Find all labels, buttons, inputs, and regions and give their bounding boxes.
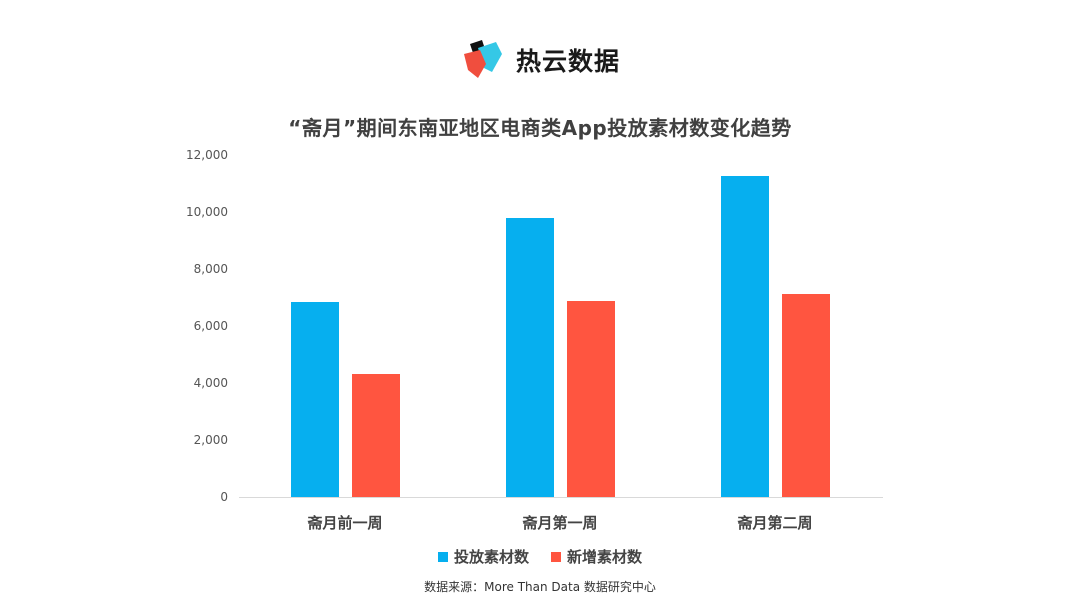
- legend-swatch-blue: [437, 551, 448, 562]
- y-tick-label: 0: [220, 490, 228, 504]
- legend-swatch-red: [551, 551, 561, 562]
- y-tick-label: 6,000: [193, 319, 228, 333]
- bar-series1: [505, 217, 554, 497]
- bar-series1: [720, 176, 769, 497]
- x-category-label: 斋月前一周: [307, 514, 383, 532]
- brand-name: 热云数据: [516, 47, 621, 76]
- reyun-cube-logo-icon: [464, 40, 502, 78]
- y-tick-label: 2,000: [193, 433, 228, 447]
- bar-series2: [566, 300, 615, 497]
- legend-label: 投放素材数: [453, 548, 529, 566]
- y-tick-label: 4,000: [193, 376, 228, 390]
- data-source-note: 数据来源：More Than Data 数据研究中心: [424, 580, 656, 594]
- y-tick-label: 8,000: [193, 262, 228, 276]
- bar-series2: [351, 373, 400, 497]
- y-tick-label: 12,000: [186, 148, 228, 162]
- brand-logo: 热云数据: [458, 38, 620, 82]
- y-tick-label: 10,000: [186, 205, 228, 219]
- chart-title: “斋月”期间东南亚地区电商类App投放素材数变化趋势: [288, 116, 792, 140]
- bar-series2: [781, 294, 830, 497]
- x-axis-line: [239, 497, 883, 498]
- bar-series1: [290, 302, 339, 497]
- legend-item-series2: 新增素材数: [551, 546, 642, 567]
- x-category-label: 斋月第二周: [737, 514, 813, 532]
- x-category-label: 斋月第一周: [522, 514, 598, 532]
- legend-item-series1: 投放素材数: [437, 546, 529, 567]
- chart-legend: 投放素材数 新增素材数: [0, 546, 1080, 567]
- legend-label: 新增素材数: [567, 548, 643, 566]
